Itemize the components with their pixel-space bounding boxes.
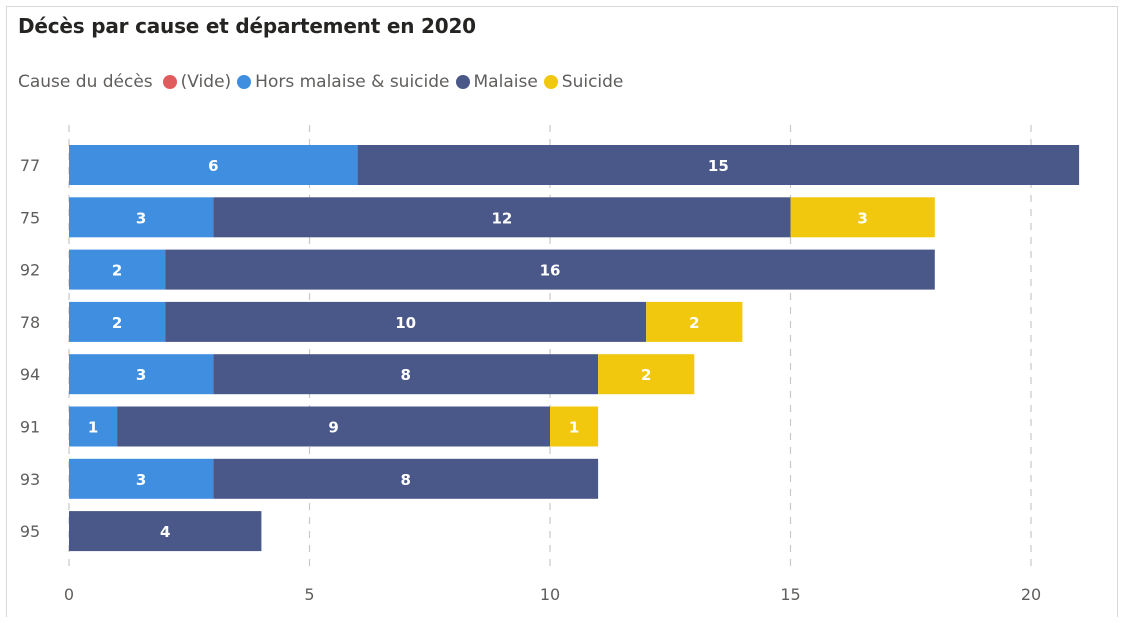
bar-segment[interactable] <box>213 458 599 499</box>
bar-segment[interactable] <box>550 406 599 447</box>
y-tick-label: 77 <box>20 156 40 175</box>
bar-segment[interactable] <box>69 354 214 395</box>
data-label: 6 <box>208 157 218 175</box>
bar-segment[interactable] <box>69 511 262 552</box>
x-tick-label: 5 <box>304 585 314 604</box>
data-label: 1 <box>88 419 98 437</box>
legend-label-vide: (Vide) <box>180 72 232 92</box>
legend: Cause du décès (Vide) Hors malaise & sui… <box>18 72 629 92</box>
bar-segment[interactable] <box>790 197 935 238</box>
y-tick-label: 78 <box>20 313 40 332</box>
x-tick-label: 15 <box>780 585 800 604</box>
legend-label-malaise: Malaise <box>473 72 538 92</box>
bar-segment[interactable] <box>357 145 1080 185</box>
bar-segment[interactable] <box>165 249 935 290</box>
bar-segment[interactable] <box>213 197 791 238</box>
bar-segment[interactable] <box>69 249 166 290</box>
data-label: 4 <box>160 523 170 541</box>
bar-segment[interactable] <box>69 406 118 447</box>
data-label: 3 <box>136 209 146 227</box>
data-label: 8 <box>400 366 410 384</box>
y-tick-label: 92 <box>20 261 40 280</box>
data-label: 3 <box>857 209 867 227</box>
data-label: 1 <box>569 419 579 437</box>
data-label: 15 <box>708 157 729 175</box>
data-label: 2 <box>112 314 122 332</box>
data-label: 3 <box>136 471 146 489</box>
legend-title: Cause du décès <box>18 72 153 92</box>
bar-segment[interactable] <box>598 354 695 395</box>
data-label: 10 <box>395 314 416 332</box>
y-tick-label: 94 <box>20 365 40 384</box>
data-label: 9 <box>328 419 338 437</box>
bar-segment[interactable] <box>213 354 599 395</box>
legend-dot-hors <box>237 75 252 89</box>
chart-title: Décès par cause et département en 2020 <box>18 14 476 38</box>
legend-dot-suicide <box>543 75 558 89</box>
data-label: 16 <box>540 262 561 280</box>
y-tick-label: 93 <box>20 470 40 489</box>
y-tick-label: 91 <box>20 418 40 437</box>
legend-item-suicide[interactable]: Suicide <box>543 72 624 92</box>
legend-label-suicide: Suicide <box>561 72 624 92</box>
bar-segment[interactable] <box>165 301 647 342</box>
legend-item-vide[interactable]: (Vide) <box>162 72 232 92</box>
data-label: 3 <box>136 366 146 384</box>
legend-label-hors: Hors malaise & suicide <box>255 72 450 92</box>
bar-segment[interactable] <box>69 197 214 238</box>
x-tick-label: 20 <box>1021 585 1041 604</box>
legend-item-hors[interactable]: Hors malaise & suicide <box>237 72 450 92</box>
legend-dot-malaise <box>455 75 470 89</box>
legend-dot-vide <box>162 75 177 89</box>
bar-segment[interactable] <box>117 406 550 447</box>
bar-segment[interactable] <box>69 301 166 342</box>
data-label: 12 <box>491 209 512 227</box>
y-tick-label: 75 <box>20 208 40 227</box>
data-label: 2 <box>641 366 651 384</box>
bar-segment[interactable] <box>69 145 358 185</box>
y-tick-label: 95 <box>20 522 40 541</box>
bar-segment[interactable] <box>646 301 743 342</box>
legend-item-malaise[interactable]: Malaise <box>455 72 538 92</box>
bar-segment[interactable] <box>69 458 214 499</box>
data-label: 2 <box>689 314 699 332</box>
x-tick-label: 0 <box>64 585 74 604</box>
data-label: 2 <box>112 262 122 280</box>
data-label: 8 <box>400 471 410 489</box>
x-tick-label: 10 <box>540 585 560 604</box>
